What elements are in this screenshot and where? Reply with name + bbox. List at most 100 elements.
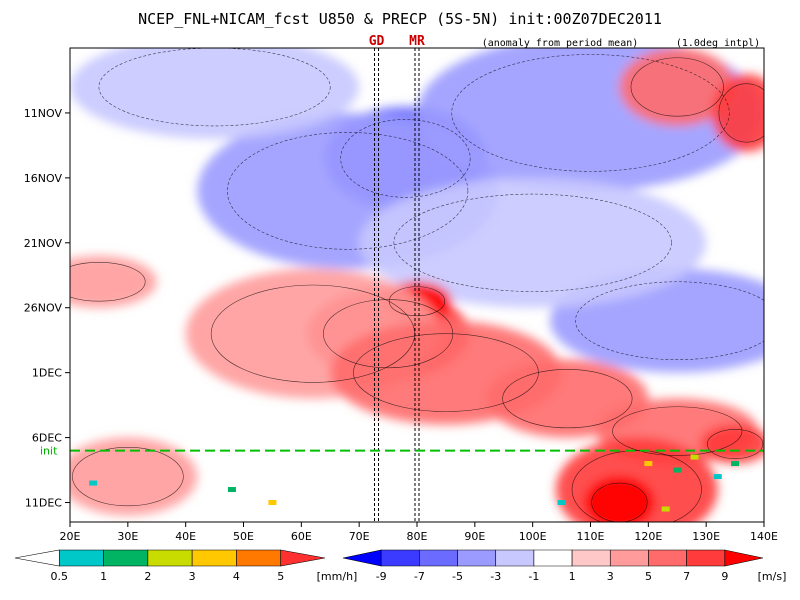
contour-line bbox=[70, 261, 146, 302]
x-axis: 20E 30E 40E 50E 60E 70E 80E 90E 100E 110E 120E 130E… bbox=[60, 522, 778, 543]
colorbar-label: -3 bbox=[490, 570, 501, 583]
x-tick-label: 140E bbox=[750, 530, 778, 543]
colorbar-label: -9 bbox=[376, 570, 387, 583]
contour-line bbox=[393, 193, 672, 292]
colorbar-label: 1 bbox=[100, 570, 107, 583]
anomaly-blob bbox=[619, 48, 736, 126]
colorbar-label: 1 bbox=[569, 570, 576, 583]
x-tick-label: 50E bbox=[233, 530, 254, 543]
colorbar-segment bbox=[419, 549, 458, 567]
precip-point bbox=[644, 461, 653, 467]
location-markers: GD MR init bbox=[40, 34, 764, 522]
u850-anomaly-field bbox=[70, 48, 764, 522]
y-tick-label: 21NOV bbox=[24, 237, 63, 250]
colorbar-label: 5 bbox=[277, 570, 284, 583]
x-tick-label: 90E bbox=[464, 530, 485, 543]
colorbar-segment bbox=[380, 549, 420, 567]
x-tick-label: 40E bbox=[175, 530, 196, 543]
chart-title: NCEP_FNL+NICAM_fcst U850 & PRECP (5S-5N)… bbox=[138, 10, 662, 28]
x-tick-label: 20E bbox=[60, 530, 81, 543]
precipitation-points bbox=[89, 454, 740, 512]
colorbar-label: 7 bbox=[683, 570, 690, 583]
anomaly-blob bbox=[70, 255, 157, 308]
contour-line bbox=[707, 429, 764, 459]
anomaly-blob bbox=[711, 73, 764, 152]
precip-point bbox=[227, 487, 236, 493]
colorbar-u850: -9 -7 -5 -3 -1 1 3 5 7 9 [m/s] bbox=[342, 549, 787, 583]
precip-point bbox=[89, 480, 98, 486]
anomaly-blob bbox=[359, 177, 707, 308]
plot-area: GD MR init bbox=[40, 34, 765, 523]
x-tick-label: 60E bbox=[291, 530, 312, 543]
colorbar-label: 9 bbox=[721, 570, 728, 583]
marker-label: GD bbox=[369, 34, 385, 49]
contour-line bbox=[72, 447, 184, 507]
precip-point bbox=[661, 506, 670, 512]
colorbar-label: 3 bbox=[607, 570, 614, 583]
colorbar-unit: [mm/h] bbox=[317, 570, 358, 583]
y-tick-label: 16NOV bbox=[24, 172, 63, 185]
colorbar-segment bbox=[571, 549, 611, 567]
subtitle-anomaly: (anomaly from period mean) bbox=[482, 38, 639, 49]
precip-point bbox=[557, 500, 566, 506]
x-tick-label: 120E bbox=[634, 530, 662, 543]
x-tick-label: 110E bbox=[577, 530, 605, 543]
colorbar-segment bbox=[103, 549, 149, 567]
x-tick-label: 100E bbox=[519, 530, 547, 543]
colorbar-segment bbox=[236, 549, 282, 567]
precip-point bbox=[690, 454, 699, 460]
anomaly-blob bbox=[70, 437, 198, 516]
colorbar-label: -7 bbox=[414, 570, 425, 583]
colorbar-label: 5 bbox=[645, 570, 652, 583]
contour-line bbox=[630, 57, 724, 117]
colorbar-segment bbox=[724, 549, 764, 567]
subtitle-interp: (1.0deg intpl) bbox=[676, 38, 760, 49]
anomaly-blob bbox=[584, 476, 655, 522]
y-tick-label: 11NOV bbox=[24, 107, 63, 120]
colorbar-label: -5 bbox=[452, 570, 463, 583]
colorbar-segment bbox=[342, 549, 382, 567]
colorbar-segment bbox=[191, 549, 237, 567]
precip-point bbox=[268, 500, 277, 506]
contour-line bbox=[451, 54, 730, 172]
colorbar-segment bbox=[648, 549, 687, 567]
precip-point bbox=[673, 467, 682, 473]
marker-label: MR bbox=[409, 34, 425, 49]
colorbar-segment bbox=[58, 549, 104, 567]
colorbar-segment bbox=[495, 549, 535, 567]
colorbar-label: 3 bbox=[189, 570, 196, 583]
contour-line bbox=[340, 119, 471, 198]
colorbar-segment bbox=[609, 549, 649, 567]
y-tick-label: 1DEC bbox=[32, 367, 62, 380]
x-tick-label: 70E bbox=[349, 530, 370, 543]
colorbar-segment bbox=[147, 549, 193, 567]
x-tick-label: 30E bbox=[117, 530, 138, 543]
colorbar-segment bbox=[533, 549, 573, 567]
contour-line bbox=[571, 450, 702, 522]
contour-line bbox=[612, 406, 743, 456]
x-tick-label: 80E bbox=[407, 530, 428, 543]
colorbar-label: 2 bbox=[144, 570, 151, 583]
contour-line bbox=[227, 132, 469, 250]
contour-line bbox=[502, 369, 633, 429]
contour-line bbox=[718, 83, 764, 143]
contour-line bbox=[98, 48, 331, 127]
colorbar-segment bbox=[14, 549, 60, 567]
anomaly-blob bbox=[700, 424, 764, 464]
contour-line bbox=[575, 281, 764, 360]
anomaly-blob bbox=[70, 48, 360, 139]
y-tick-label: 6DEC bbox=[32, 432, 62, 445]
init-label: init bbox=[40, 445, 58, 458]
y-tick-label: 26NOV bbox=[24, 302, 63, 315]
y-tick-label: 11DEC bbox=[25, 497, 62, 510]
colorbar-precip: 0.5 1 2 3 4 5 [mm/h] bbox=[14, 549, 358, 583]
x-tick-label: 130E bbox=[692, 530, 720, 543]
precip-point bbox=[731, 461, 740, 467]
colorbar-segment bbox=[280, 549, 326, 567]
colorbar-label: 0.5 bbox=[51, 570, 69, 583]
colorbar-label: -1 bbox=[528, 570, 539, 583]
precip-point bbox=[713, 474, 722, 480]
colorbar-unit: [m/s] bbox=[758, 570, 787, 583]
colorbar-segment bbox=[686, 549, 726, 567]
